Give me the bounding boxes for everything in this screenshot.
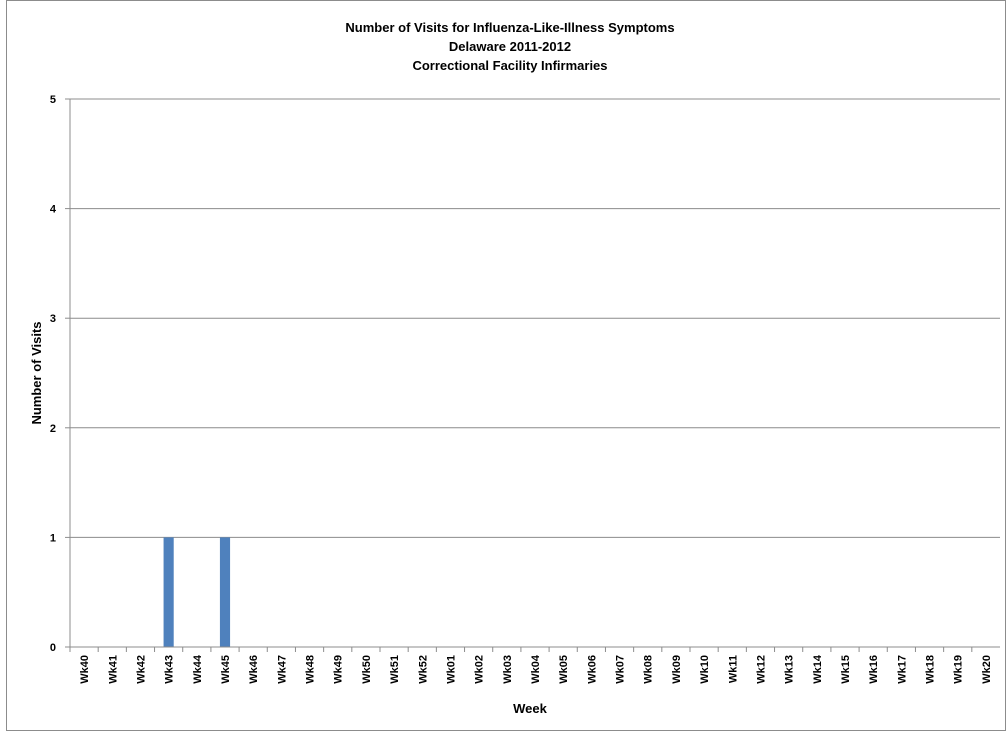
x-tick-label: Wk19 <box>953 655 965 684</box>
x-tick-label: Wk16 <box>868 655 880 684</box>
bar-wk43 <box>163 537 174 647</box>
x-tick-label: Wk13 <box>784 655 796 684</box>
bar-wk45 <box>219 537 231 647</box>
y-tick-label: 0 <box>50 642 56 654</box>
y-tick-label: 4 <box>50 204 57 216</box>
axes <box>69 99 1000 652</box>
y-tick-label: 2 <box>50 423 56 435</box>
x-tick-label: Wk07 <box>615 655 627 684</box>
x-tick-label: Wk50 <box>361 655 373 684</box>
gridlines <box>65 98 1000 648</box>
x-tick-label: Wk43 <box>164 655 176 684</box>
x-axis-title: Week <box>513 701 547 716</box>
x-tick-label: Wk52 <box>417 655 429 684</box>
x-tick-label: Wk09 <box>671 655 683 684</box>
x-tick-label: Wk46 <box>248 655 260 684</box>
x-tick-label: Wk12 <box>755 655 767 684</box>
x-tick-label: Wk01 <box>445 655 457 684</box>
x-tick-label: Wk44 <box>192 654 204 684</box>
chart-title-line-1: Number of Visits for Influenza-Like-Illn… <box>345 20 674 35</box>
y-tick-labels: 0 1 2 3 4 5 <box>50 94 57 654</box>
y-axis-title: Number of Visits <box>29 321 44 424</box>
x-tick-label: Wk05 <box>558 655 570 684</box>
x-tick-label: Wk08 <box>643 655 655 684</box>
x-tick-label: Wk20 <box>981 655 993 684</box>
bars <box>163 537 231 647</box>
x-tick-label: Wk11 <box>727 655 739 683</box>
x-tick-label: Wk42 <box>135 655 147 684</box>
x-tick-label: Wk47 <box>276 655 288 684</box>
x-tick-label: Wk49 <box>333 655 345 684</box>
x-tick-label: Wk02 <box>474 655 486 684</box>
x-tick-label: Wk17 <box>896 655 908 684</box>
x-tick-label: Wk14 <box>812 654 824 684</box>
x-tick-label: Wk03 <box>502 655 514 684</box>
x-tick-label: Wk10 <box>699 655 711 684</box>
x-tick-label: Wk51 <box>389 655 401 684</box>
x-tick-label: Wk04 <box>530 654 542 684</box>
x-tick-label: Wk18 <box>925 655 937 684</box>
y-tick-label: 5 <box>50 94 56 106</box>
x-tick-label: Wk15 <box>840 655 852 684</box>
x-tick-labels: Wk40 Wk41 Wk42 Wk43 Wk44 Wk45 Wk46 Wk47 Wk48 Wk49… <box>79 654 993 684</box>
y-tick-label: 3 <box>50 313 56 325</box>
x-tick-label: Wk48 <box>305 655 317 684</box>
y-tick-label: 1 <box>50 532 56 544</box>
x-tick-label: Wk06 <box>586 655 598 684</box>
x-tick-label: Wk41 <box>107 655 119 684</box>
x-tick-label: Wk45 <box>220 655 232 684</box>
chart-title-line-3: Correctional Facility Infirmaries <box>412 58 607 73</box>
x-tick-label: Wk40 <box>79 655 91 684</box>
chart-title-line-2: Delaware 2011-2012 <box>449 39 571 54</box>
